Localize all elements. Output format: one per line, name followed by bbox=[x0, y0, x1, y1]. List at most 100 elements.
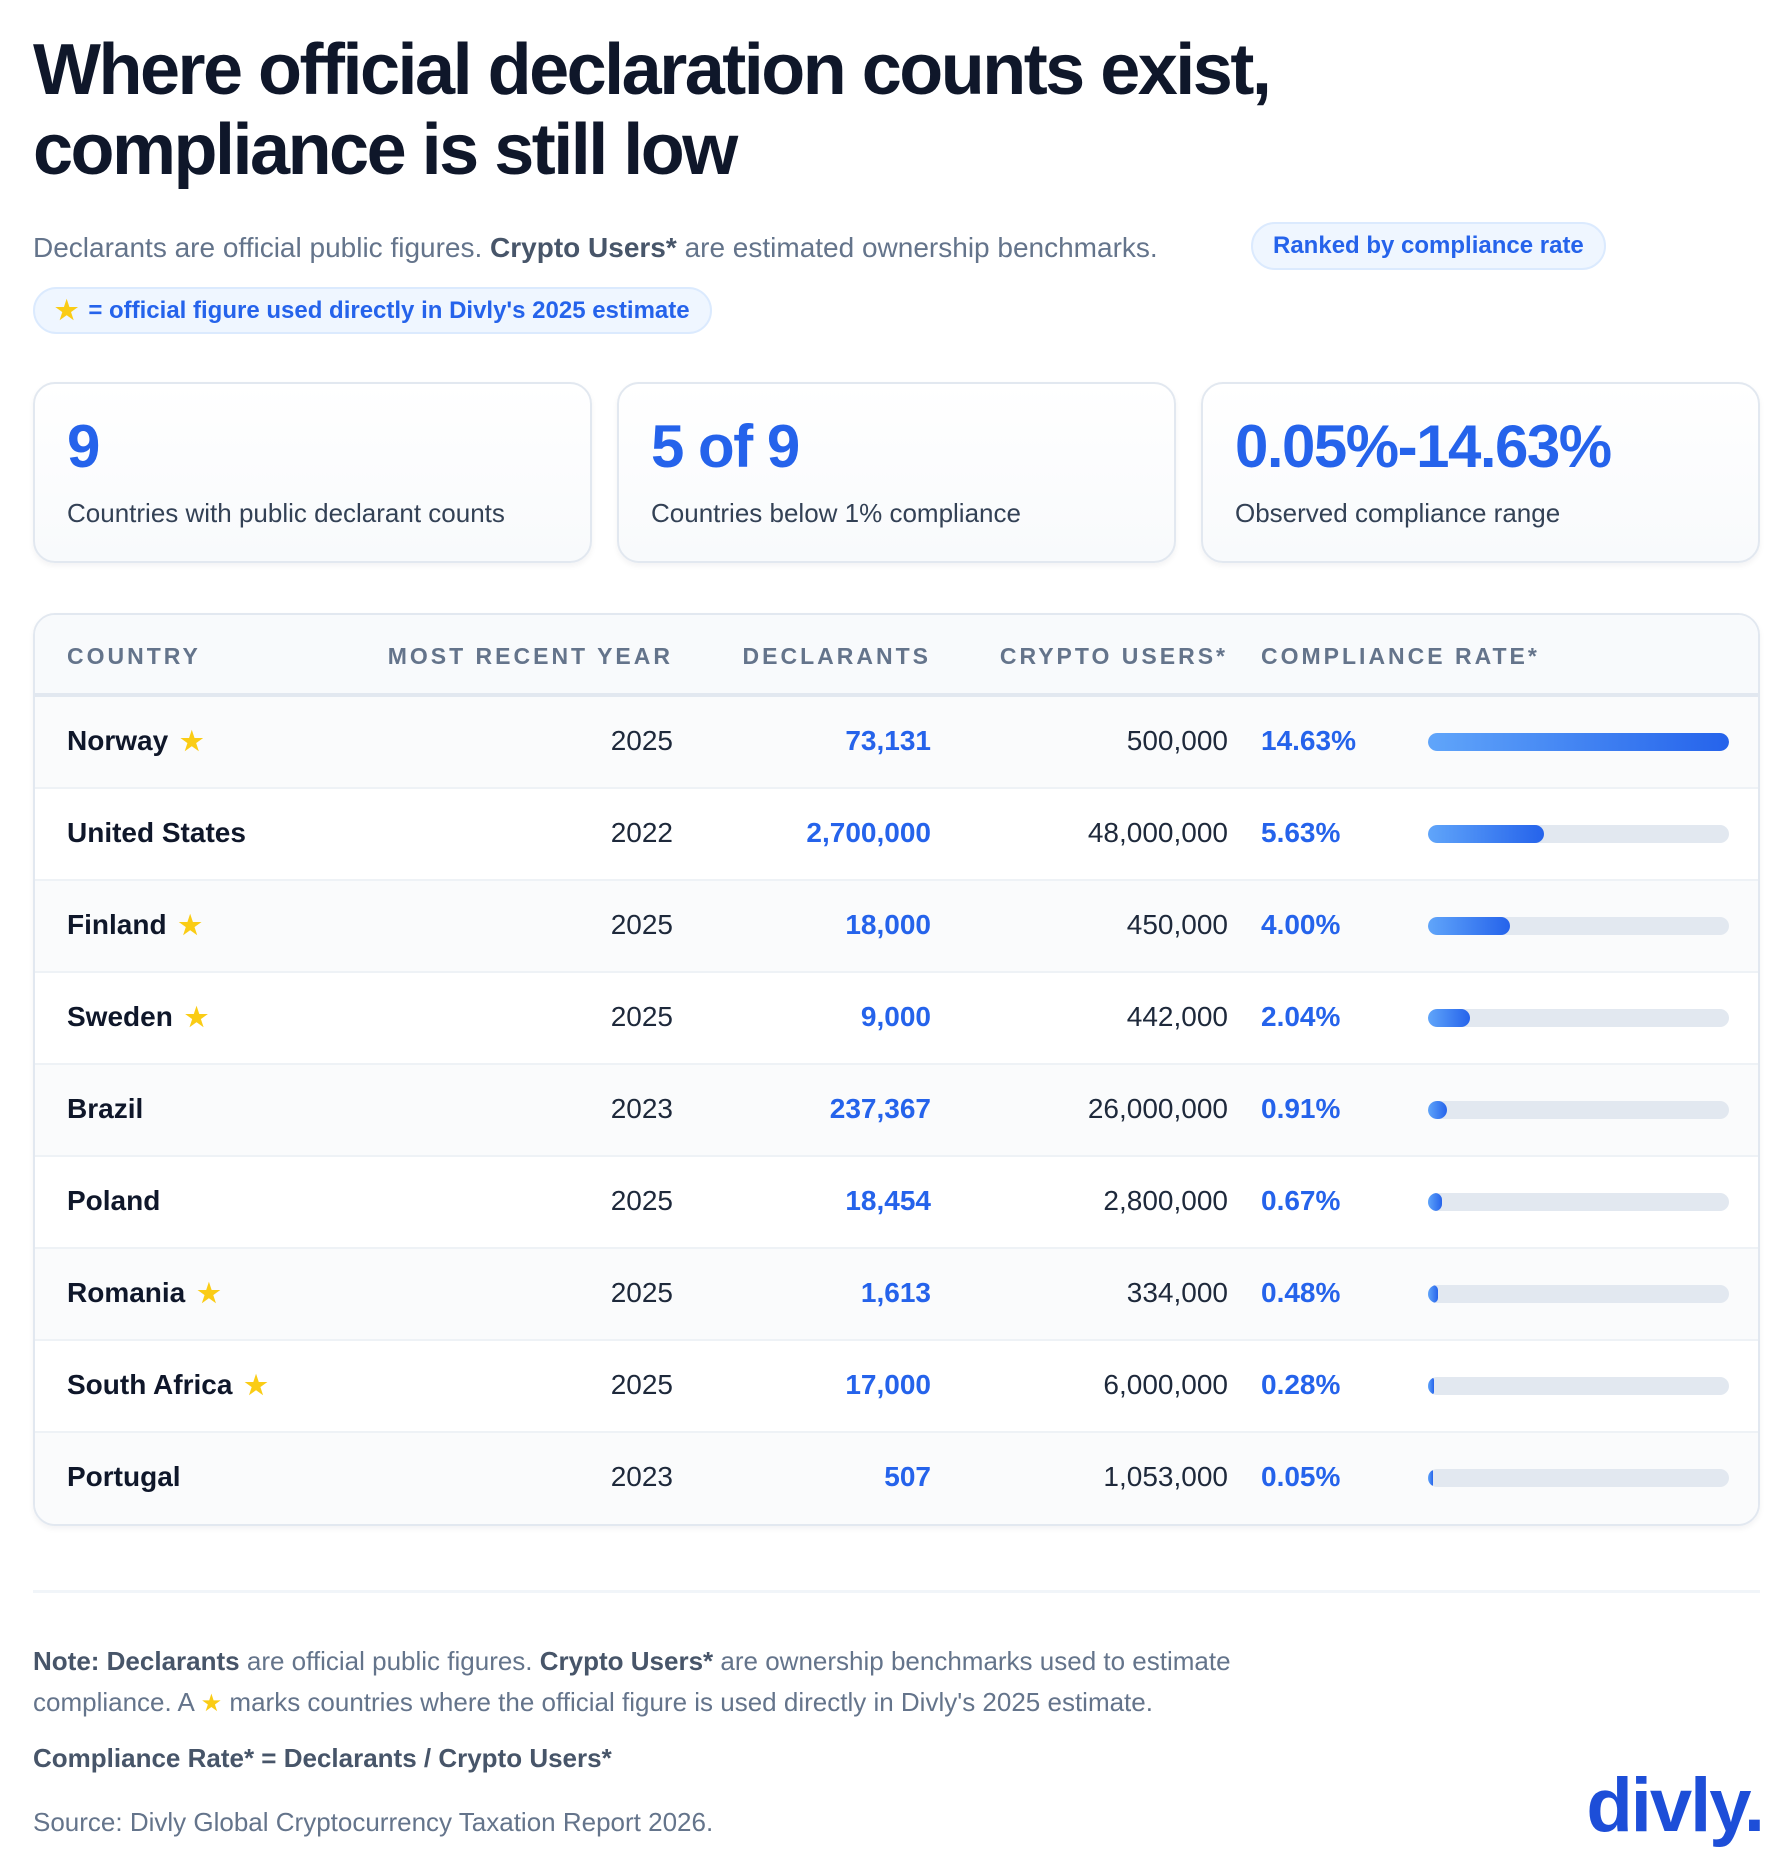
compliance-rate-cell: 0.48% bbox=[1261, 1277, 1341, 1308]
note-line-2: compliance. A ★ marks countries where th… bbox=[33, 1687, 1153, 1718]
stat-value: 5 of 9 bbox=[651, 413, 800, 480]
compliance-bar-track bbox=[1428, 825, 1729, 843]
subtitle: Declarants are official public figures. … bbox=[33, 232, 1158, 264]
crypto-users-cell: 48,000,000 bbox=[1087, 817, 1228, 848]
compliance-bar-fill bbox=[1428, 1193, 1442, 1211]
crypto-users-cell: 26,000,000 bbox=[1087, 1093, 1228, 1124]
crypto-users-cell: 334,000 bbox=[1126, 1277, 1228, 1308]
compliance-rate-cell: 0.28% bbox=[1261, 1369, 1341, 1400]
country-cell: United States bbox=[67, 817, 246, 849]
table-row: Sweden ★ 2025 9,000 442,000 2.04% bbox=[35, 973, 1758, 1065]
compliance-bar-fill bbox=[1428, 1285, 1438, 1303]
column-header-country: COUNTRY bbox=[67, 643, 201, 669]
table-row: Finland ★ 2025 18,000 450,000 4.00% bbox=[35, 881, 1758, 973]
compliance-bar-track bbox=[1428, 733, 1729, 751]
star-icon: ★ bbox=[55, 295, 79, 325]
year-cell: 2022 bbox=[610, 817, 673, 848]
table-row: Brazil 2023 237,367 26,000,000 0.91% bbox=[35, 1065, 1758, 1157]
star-icon: ★ bbox=[197, 1277, 221, 1308]
note-bold: Note: Declarants bbox=[33, 1646, 240, 1676]
compliance-bar-track bbox=[1428, 1377, 1729, 1395]
country-name: Finland bbox=[67, 909, 167, 940]
stat-label: Observed compliance range bbox=[1235, 498, 1561, 528]
compliance-rate-cell: 2.04% bbox=[1261, 1001, 1341, 1032]
compliance-table: COUNTRY MOST RECENT YEAR DECLARANTS CRYP… bbox=[33, 613, 1760, 1526]
table-row: Romania ★ 2025 1,613 334,000 0.48% bbox=[35, 1249, 1758, 1341]
compliance-bar-fill bbox=[1428, 1469, 1433, 1487]
declarants-cell: 2,700,000 bbox=[806, 817, 931, 848]
compliance-rate-cell: 4.00% bbox=[1261, 909, 1341, 940]
country-cell: Norway ★ bbox=[67, 725, 203, 757]
stat-value: 9 bbox=[67, 413, 100, 480]
compliance-bar-track bbox=[1428, 1469, 1729, 1487]
compliance-rate-cell: 0.91% bbox=[1261, 1093, 1341, 1124]
country-name: Portugal bbox=[67, 1461, 181, 1492]
country-name: Romania bbox=[67, 1277, 186, 1308]
compliance-bar-track bbox=[1428, 1193, 1729, 1211]
table-row: Norway ★ 2025 73,131 500,000 14.63% bbox=[35, 697, 1758, 789]
compliance-bar-fill bbox=[1428, 1101, 1447, 1119]
declarants-cell: 73,131 bbox=[845, 725, 931, 756]
note-text: marks countries where the official figur… bbox=[229, 1687, 1153, 1717]
compliance-rate-cell: 14.63% bbox=[1261, 725, 1356, 756]
country-cell: Romania ★ bbox=[67, 1277, 221, 1309]
stat-card-countries: 9 Countries with public declarant counts bbox=[33, 382, 592, 563]
year-cell: 2025 bbox=[610, 725, 673, 756]
stat-label: Countries with public declarant counts bbox=[67, 498, 505, 528]
subtitle-bold: Crypto Users* bbox=[490, 232, 677, 263]
country-name: Brazil bbox=[67, 1093, 144, 1124]
declarants-cell: 18,454 bbox=[845, 1185, 931, 1216]
declarants-cell: 507 bbox=[884, 1461, 931, 1492]
country-cell: South Africa ★ bbox=[67, 1369, 268, 1401]
country-cell: Sweden ★ bbox=[67, 1001, 208, 1033]
stat-card-below-1pct: 5 of 9 Countries below 1% compliance bbox=[617, 382, 1176, 563]
table-header: COUNTRY MOST RECENT YEAR DECLARANTS CRYP… bbox=[35, 615, 1758, 697]
table-row: Portugal 2023 507 1,053,000 0.05% bbox=[35, 1433, 1758, 1524]
table-row: Poland 2025 18,454 2,800,000 0.67% bbox=[35, 1157, 1758, 1249]
subtitle-text: Declarants are official public figures. bbox=[33, 232, 483, 263]
declarants-cell: 9,000 bbox=[860, 1001, 931, 1032]
star-legend-text: = official figure used directly in Divly… bbox=[88, 296, 690, 324]
country-name: South Africa bbox=[67, 1369, 233, 1400]
divly-logo: divly. bbox=[1586, 1763, 1765, 1848]
source: Source: Divly Global Cryptocurrency Taxa… bbox=[33, 1807, 714, 1837]
country-name: Norway bbox=[67, 725, 169, 756]
crypto-users-cell: 450,000 bbox=[1126, 909, 1228, 940]
country-cell: Poland bbox=[67, 1185, 160, 1217]
year-cell: 2025 bbox=[610, 1185, 673, 1216]
table-row: United States 2022 2,700,000 48,000,000 … bbox=[35, 789, 1758, 881]
year-cell: 2023 bbox=[610, 1461, 673, 1492]
ranked-badge: Ranked by compliance rate bbox=[1251, 222, 1606, 270]
country-cell: Portugal bbox=[67, 1461, 181, 1493]
stat-card-range: 0.05%-14.63% Observed compliance range bbox=[1201, 382, 1760, 563]
country-name: United States bbox=[67, 817, 246, 848]
star-icon: ★ bbox=[200, 1690, 223, 1717]
compliance-bar-track bbox=[1428, 917, 1729, 935]
declarants-cell: 17,000 bbox=[845, 1369, 931, 1400]
year-cell: 2025 bbox=[610, 909, 673, 940]
year-cell: 2023 bbox=[610, 1093, 673, 1124]
declarants-cell: 18,000 bbox=[845, 909, 931, 940]
country-cell: Finland ★ bbox=[67, 909, 202, 941]
formula: Compliance Rate* = Declarants / Crypto U… bbox=[33, 1743, 612, 1773]
crypto-users-cell: 1,053,000 bbox=[1103, 1461, 1228, 1492]
compliance-rate-cell: 5.63% bbox=[1261, 817, 1341, 848]
declarants-cell: 237,367 bbox=[829, 1093, 931, 1124]
crypto-users-cell: 442,000 bbox=[1126, 1001, 1228, 1032]
country-cell: Brazil bbox=[67, 1093, 143, 1125]
column-header-declarants: DECLARANTS bbox=[742, 643, 931, 669]
year-cell: 2025 bbox=[610, 1369, 673, 1400]
declarants-cell: 1,613 bbox=[860, 1277, 931, 1308]
compliance-bar-track bbox=[1428, 1009, 1729, 1027]
note-bold: Crypto Users* bbox=[539, 1646, 714, 1676]
column-header-compliance-rate: COMPLIANCE RATE* bbox=[1261, 643, 1540, 669]
stat-label: Countries below 1% compliance bbox=[651, 498, 1021, 528]
country-name: Sweden bbox=[67, 1001, 173, 1032]
year-cell: 2025 bbox=[610, 1001, 673, 1032]
compliance-rate-cell: 0.05% bbox=[1261, 1461, 1341, 1492]
crypto-users-cell: 6,000,000 bbox=[1103, 1369, 1228, 1400]
star-legend-badge: ★ = official figure used directly in Divl… bbox=[33, 287, 712, 334]
compliance-bar-track bbox=[1428, 1285, 1729, 1303]
compliance-bar-fill bbox=[1428, 917, 1511, 935]
country-name: Poland bbox=[67, 1185, 161, 1216]
